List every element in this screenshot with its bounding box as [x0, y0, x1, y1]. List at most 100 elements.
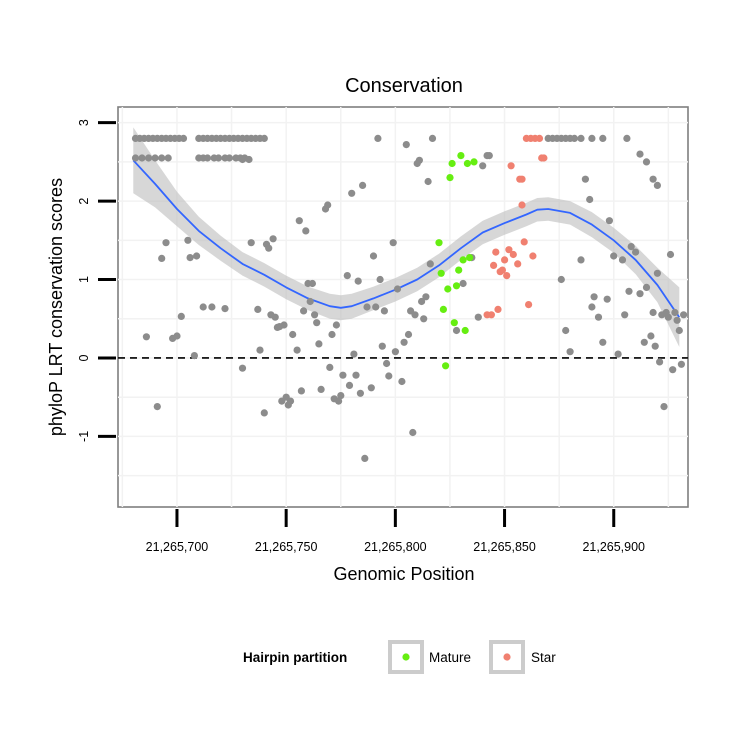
data-point-star — [509, 250, 517, 259]
data-point-other — [660, 403, 668, 411]
data-point-other — [295, 217, 303, 225]
data-point-other — [599, 338, 607, 346]
data-point-other — [426, 260, 434, 268]
data-point-other — [393, 285, 402, 293]
data-point-other — [302, 227, 310, 235]
data-point-other — [164, 154, 172, 162]
data-point-star — [494, 305, 502, 313]
data-point-other — [594, 313, 603, 321]
data-point-other — [177, 312, 185, 320]
data-point-other — [350, 350, 358, 358]
data-point-other — [151, 154, 159, 162]
data-point-other — [411, 311, 419, 319]
data-point-mature — [444, 285, 452, 293]
x-axis-label: Genomic Position — [333, 564, 474, 584]
data-point-other — [632, 248, 640, 256]
x-tick-label: 21,265,900 — [582, 540, 645, 554]
data-point-other — [677, 360, 686, 368]
x-tick-label: 21,265,750 — [255, 540, 318, 554]
data-point-star — [518, 175, 526, 183]
data-point-other — [380, 307, 388, 315]
data-point-other — [193, 252, 201, 260]
data-point-other — [599, 134, 607, 142]
data-point-other — [339, 371, 347, 379]
data-point-other — [625, 287, 633, 295]
data-point-other — [131, 154, 140, 162]
data-point-other — [605, 217, 614, 225]
data-point-mature — [457, 152, 465, 160]
data-point-other — [254, 305, 262, 313]
data-point-other — [653, 181, 662, 189]
data-point-star — [501, 256, 509, 264]
data-point-other — [586, 195, 594, 204]
data-point-other — [179, 134, 188, 142]
data-point-mature — [461, 326, 469, 335]
data-point-other — [153, 403, 161, 411]
data-point-other — [271, 313, 279, 321]
data-point-other — [289, 330, 297, 339]
data-point-other — [653, 269, 662, 277]
data-point-other — [479, 162, 487, 170]
data-point-mature — [455, 266, 463, 274]
data-point-other — [418, 297, 426, 306]
data-point-other — [225, 154, 233, 162]
data-point-other — [265, 244, 273, 252]
legend-swatch-mature — [402, 653, 410, 661]
smooth-line-layer — [132, 159, 681, 318]
data-point-other — [374, 134, 382, 142]
data-point-other — [297, 387, 305, 395]
data-point-other — [356, 389, 364, 397]
x-axis: 21,265,700 21,265,750 21,265,800 21,265,850… — [146, 509, 645, 554]
data-point-mature — [446, 174, 454, 182]
data-point-other — [199, 303, 207, 311]
data-point-other — [306, 297, 314, 306]
data-point-other — [162, 239, 170, 247]
data-point-other — [354, 277, 362, 285]
data-point-other — [256, 346, 264, 354]
data-point-other — [335, 397, 343, 405]
y-axis: -1 0 1 2 3 — [77, 119, 116, 442]
data-point-star — [520, 238, 528, 246]
data-point-other — [158, 154, 166, 162]
data-point-other — [190, 352, 198, 360]
data-point-star — [507, 162, 515, 170]
y-tick-label: 0 — [77, 354, 91, 361]
data-point-other — [636, 290, 644, 298]
data-point-other — [623, 134, 631, 142]
data-point-mature — [463, 159, 471, 168]
data-point-star — [529, 252, 537, 260]
data-point-other — [673, 316, 681, 324]
data-point-star — [505, 246, 513, 254]
data-point-other — [293, 346, 301, 354]
data-point-other — [557, 275, 565, 284]
y-tick-label: 1 — [77, 276, 91, 283]
data-point-mature — [459, 256, 467, 264]
smooth-line — [132, 159, 681, 318]
legend-swatch-star — [503, 653, 511, 661]
data-point-other — [562, 326, 570, 335]
legend-title: Hairpin partition — [243, 650, 347, 665]
data-point-other — [642, 158, 651, 166]
points-layer — [131, 134, 688, 462]
data-point-other — [656, 358, 664, 366]
data-point-other — [588, 134, 596, 142]
data-point-other — [173, 332, 181, 340]
data-point-other — [369, 252, 378, 260]
data-point-other — [208, 303, 216, 311]
data-point-other — [627, 243, 635, 251]
data-point-other — [669, 366, 677, 374]
data-point-other — [391, 348, 399, 356]
data-point-other — [385, 372, 393, 380]
data-point-other — [420, 315, 428, 323]
data-point-star — [535, 134, 544, 142]
data-point-other — [610, 252, 618, 260]
data-point-other — [402, 141, 410, 149]
data-point-star — [540, 154, 548, 162]
data-point-other — [675, 326, 683, 335]
data-point-star — [525, 301, 533, 309]
data-point-other — [313, 319, 321, 327]
data-point-mature — [466, 254, 474, 262]
data-point-star — [492, 248, 500, 256]
data-point-other — [649, 175, 657, 183]
